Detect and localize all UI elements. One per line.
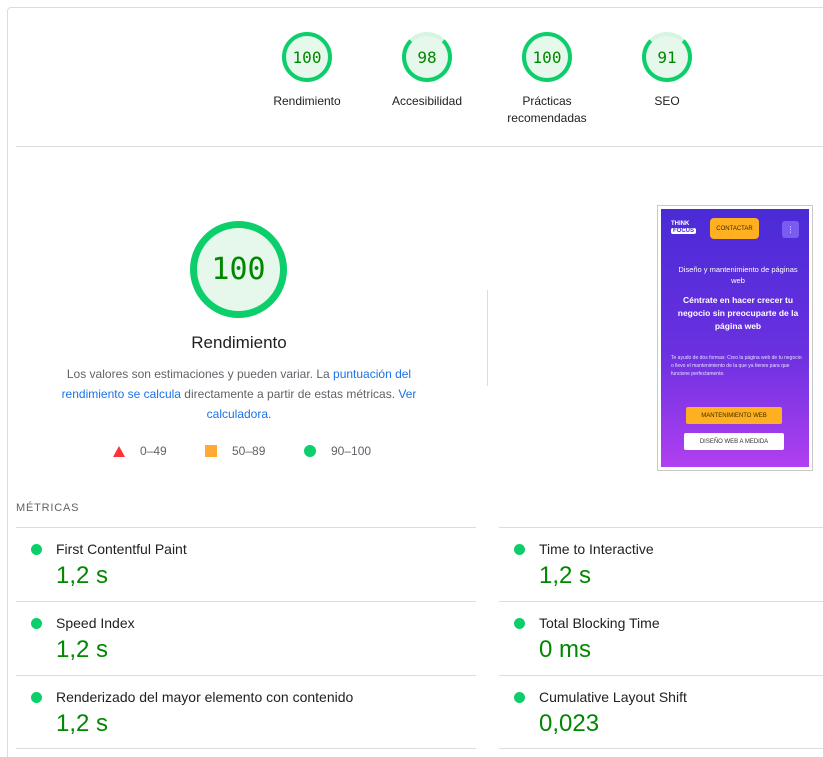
square-icon (205, 445, 217, 457)
logo-text: FOCUS (671, 228, 696, 234)
gauge-label: Accesibilidad (391, 94, 463, 108)
score-ring: 91 (642, 32, 692, 82)
legend-label: 0–49 (140, 444, 167, 458)
metrics-bottom-divider (499, 748, 823, 749)
desc-text: directamente a partir de estas métricas. (180, 387, 399, 401)
pass-circle-icon (514, 544, 525, 555)
gauge-seo[interactable]: 91 SEO (607, 32, 727, 110)
report-frame (7, 7, 823, 757)
contact-button: CONTACTAR (710, 218, 759, 239)
performance-title: Rendimiento (191, 333, 287, 352)
metric-value: 0,023 (539, 710, 600, 737)
pass-circle-icon (514, 618, 525, 629)
calculator-link[interactable]: Ver calculadora (206, 387, 417, 421)
legend-fail: 0–49 (113, 444, 167, 458)
site-body-text: Te ayudo de dos formas: Creo la página w… (671, 355, 802, 377)
metric-tti: Time to Interactive 1,2 s (499, 527, 823, 601)
performance-score-value: 100 (211, 252, 266, 287)
performance-description: Los valores son estimaciones y pueden va… (52, 364, 426, 424)
performance-score-ring: 100 (190, 221, 287, 318)
metric-title: Time to Interactive (539, 541, 654, 557)
metrics-heading: MÉTRICAS (16, 502, 80, 514)
metric-title: Renderizado del mayor elemento con conte… (56, 689, 354, 705)
triangle-icon (113, 445, 125, 457)
screenshot-content: THINK FOCUS CONTACTAR ⋮ Diseño y manteni… (661, 209, 809, 467)
metric-value: 0 ms (539, 636, 592, 663)
score-ring: 100 (522, 32, 572, 82)
metric-lcp: Renderizado del mayor elemento con conte… (16, 675, 476, 749)
circle-icon (304, 445, 316, 457)
metric-value: 1,2 s (56, 562, 109, 589)
gauge-accessibility[interactable]: 98 Accesibilidad (367, 32, 487, 110)
metric-title: Total Blocking Time (539, 615, 660, 631)
legend-label: 50–89 (232, 444, 266, 458)
gauge-label: SEO (654, 94, 680, 108)
logo-text: THINK (671, 221, 690, 227)
metric-cls: Cumulative Layout Shift 0,023 (499, 675, 823, 749)
metric-fcp: First Contentful Paint 1,2 s (16, 527, 476, 601)
menu-icon: ⋮ (782, 221, 799, 238)
score-value: 98 (417, 47, 437, 67)
metric-value: 1,2 s (56, 636, 109, 663)
score-value: 91 (657, 47, 677, 67)
score-value: 100 (292, 47, 322, 67)
metric-title: First Contentful Paint (56, 541, 187, 557)
metric-title: Cumulative Layout Shift (539, 689, 687, 705)
header-divider (16, 146, 823, 147)
metric-value: 1,2 s (56, 710, 109, 737)
desc-text: . (268, 407, 272, 421)
vertical-divider (487, 290, 488, 386)
pass-circle-icon (31, 618, 42, 629)
maintenance-button: MANTENIMIENTO WEB (686, 407, 782, 424)
metric-title: Speed Index (56, 615, 135, 631)
legend-average: 50–89 (205, 444, 265, 458)
score-ring: 100 (282, 32, 332, 82)
score-value: 100 (532, 47, 562, 67)
site-logo: THINK FOCUS (671, 221, 696, 235)
gauge-performance[interactable]: 100 Rendimiento (247, 32, 367, 110)
pass-circle-icon (31, 692, 42, 703)
metric-value: 1,2 s (539, 562, 592, 589)
final-screenshot[interactable]: THINK FOCUS CONTACTAR ⋮ Diseño y manteni… (657, 205, 813, 471)
score-calc-link[interactable]: puntuación del rendimiento se calcula (61, 367, 412, 401)
metric-speed-index: Speed Index 1,2 s (16, 601, 476, 675)
pass-circle-icon (31, 544, 42, 555)
gauge-label: Rendimiento (273, 94, 341, 108)
site-heading: Diseño y mantenimiento de páginas web (678, 265, 798, 285)
legend-pass: 90–100 (304, 444, 371, 458)
desc-text: Los valores son estimaciones y pueden va… (66, 367, 334, 381)
custom-design-button: DISEÑO WEB A MEDIDA (684, 433, 784, 450)
gauge-label: Prácticas recomendadas (507, 94, 587, 125)
pass-circle-icon (514, 692, 525, 703)
site-subheading: Céntrate en hacer crecer tu negocio sin … (677, 295, 799, 331)
legend-label: 90–100 (331, 444, 372, 458)
gauge-best-practices[interactable]: 100 Prácticas recomendadas (487, 32, 607, 127)
metrics-bottom-divider (16, 748, 476, 749)
metric-tbt: Total Blocking Time 0 ms (499, 601, 823, 675)
score-ring: 98 (402, 32, 452, 82)
